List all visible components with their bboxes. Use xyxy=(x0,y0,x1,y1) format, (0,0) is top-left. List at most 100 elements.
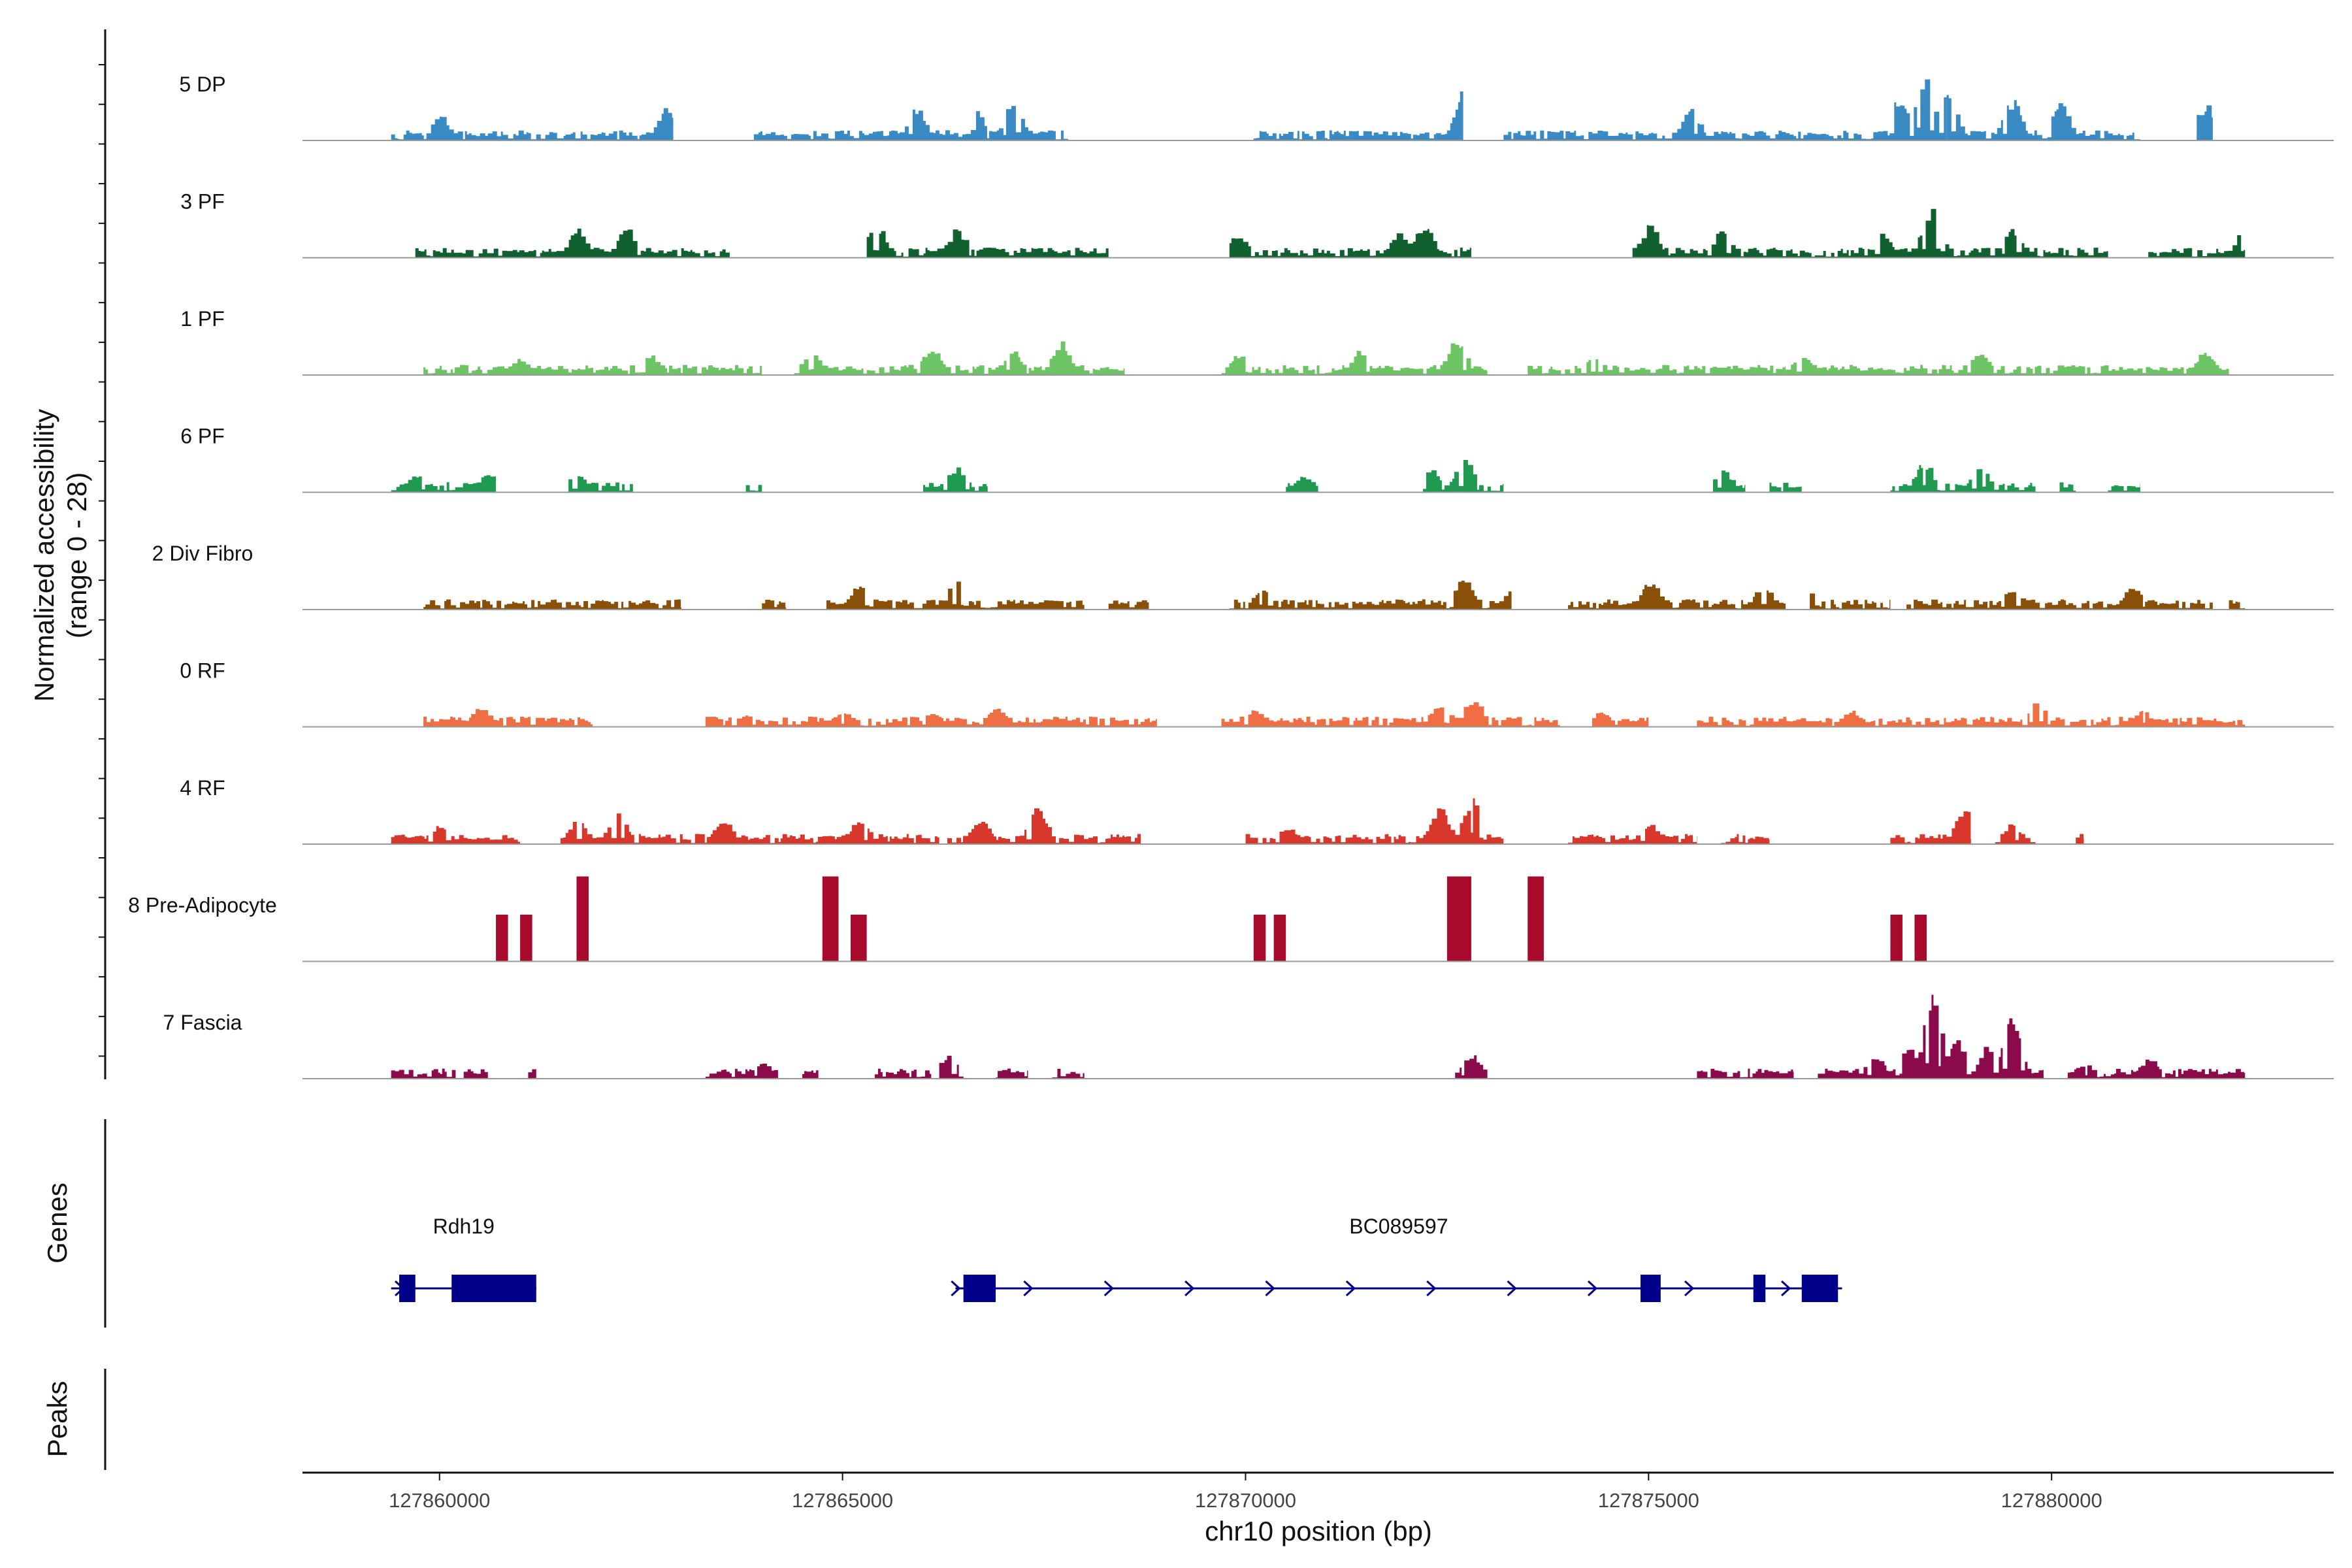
coverage-area xyxy=(1221,702,1560,727)
strand-arrow xyxy=(1587,1280,1598,1297)
coverage-area xyxy=(423,709,593,727)
coverage-area xyxy=(560,813,939,844)
x-axis-title: chr10 position (bp) xyxy=(1205,1516,1432,1546)
track-label: 2 Div Fibro xyxy=(152,542,253,565)
coverage-tracks: 5 DP 3 PF 1 PF 6 PF 2 Div Fibro 0 RF 4 RF 8 Pre… xyxy=(128,73,2334,1079)
coverage-area xyxy=(1890,465,2036,493)
coverage-area xyxy=(391,108,674,140)
coverage-area xyxy=(2067,1059,2246,1079)
coverage-block xyxy=(1273,915,1286,962)
x-tick: 127870000 xyxy=(1195,1473,1296,1512)
coverage-area xyxy=(423,599,681,610)
x-tick-label: 127875000 xyxy=(1598,1489,1699,1512)
coverage-area xyxy=(923,467,988,493)
coverage-y-ticks xyxy=(99,64,105,1057)
coverage-area xyxy=(1253,91,1463,140)
strand-arrow xyxy=(1184,1280,1195,1297)
coverage-block xyxy=(496,915,508,962)
coverage-area xyxy=(1713,470,1746,493)
coverage-area xyxy=(1503,79,1947,140)
coverage-area xyxy=(2108,483,2140,493)
x-tick-label: 127860000 xyxy=(389,1489,490,1512)
track-label: 6 PF xyxy=(180,425,225,448)
coverage-area xyxy=(753,106,1068,140)
coverage-area xyxy=(2229,600,2246,610)
strand-arrow xyxy=(1023,1280,1034,1297)
coverage-area xyxy=(1721,834,1770,844)
coverage-area xyxy=(1938,353,2229,375)
coverage-area xyxy=(866,229,1109,258)
coverage-area xyxy=(705,1064,778,1079)
y-axis-title-line1: Normalized accessibility xyxy=(29,409,59,702)
coverage-area xyxy=(1568,825,1697,844)
coverage-area xyxy=(1818,994,2044,1079)
coverage-area xyxy=(568,476,633,493)
coverage-area xyxy=(1592,712,1649,727)
coverage-area xyxy=(1632,225,1915,258)
coverage-area xyxy=(391,475,497,493)
coverage-block xyxy=(850,915,867,962)
track-label: 3 PF xyxy=(180,190,225,214)
coverage-area xyxy=(1697,703,2246,727)
coverage-area xyxy=(528,1069,536,1079)
coverage-area xyxy=(391,1068,456,1079)
x-tick: 127875000 xyxy=(1598,1473,1699,1512)
strand-arrow xyxy=(951,1280,961,1297)
gene-label: BC089597 xyxy=(1349,1215,1448,1238)
strand-arrow xyxy=(1103,1280,1114,1297)
coverage-area xyxy=(874,1068,932,1079)
coverage-area xyxy=(1786,358,1939,375)
coverage-area xyxy=(1890,811,1971,844)
coverage-area xyxy=(2059,482,2076,493)
coverage-area xyxy=(415,228,730,258)
x-tick-label: 127865000 xyxy=(792,1489,893,1512)
track-6: 0 RF xyxy=(180,659,2334,728)
coverage-area xyxy=(745,485,762,493)
coverage-area xyxy=(1946,95,2140,140)
track-2: 3 PF xyxy=(180,190,2334,259)
genes-panel-label: Genes xyxy=(42,1183,73,1264)
coverage-area xyxy=(762,600,787,610)
track-5: 2 Div Fibro xyxy=(152,542,2334,610)
x-tick-label: 127880000 xyxy=(2001,1489,2102,1512)
y-axis-title-line2: (range 0 - 28) xyxy=(61,472,92,638)
coverage-area xyxy=(1527,359,1786,375)
coverage-area xyxy=(2197,105,2213,140)
coverage-area xyxy=(1810,593,1891,610)
track-3: 1 PF xyxy=(180,307,2334,376)
track-label: 0 RF xyxy=(180,659,225,683)
gene-annotations: Rdh19 BC089597 xyxy=(391,1215,1842,1302)
track-label: 1 PF xyxy=(180,307,225,331)
track-label: 4 RF xyxy=(180,776,225,800)
x-tick: 127865000 xyxy=(792,1473,893,1512)
coverage-area xyxy=(1108,600,1149,610)
track-label: 8 Pre-Adipocyte xyxy=(128,894,277,917)
coverage-block xyxy=(1914,915,1927,962)
track-7: 4 RF xyxy=(180,776,2334,845)
track-8: 8 Pre-Adipocyte xyxy=(128,876,2334,962)
coverage-area xyxy=(1229,229,1471,258)
coverage-area xyxy=(463,1069,488,1079)
coverage-area xyxy=(794,341,1125,375)
gene-label: Rdh19 xyxy=(433,1215,495,1238)
strand-arrow xyxy=(1684,1280,1695,1297)
coverage-area xyxy=(1906,589,2213,610)
coverage-area xyxy=(1769,482,1802,493)
strand-arrow xyxy=(1265,1280,1275,1297)
coverage-block xyxy=(576,876,589,962)
gene-exon xyxy=(1801,1275,1838,1302)
coverage-block xyxy=(822,876,839,962)
coverage-area xyxy=(705,708,1157,727)
coverage-area xyxy=(423,355,762,375)
gene-exon xyxy=(1640,1275,1661,1302)
strand-arrow xyxy=(1345,1280,1356,1297)
track-label: 7 Fascia xyxy=(163,1011,242,1034)
coverage-area xyxy=(1697,1068,1794,1079)
gene-exon xyxy=(1753,1275,1766,1302)
gene-exon xyxy=(963,1275,996,1302)
coverage-block xyxy=(1527,876,1544,962)
track-4: 6 PF xyxy=(180,425,2334,493)
coverage-area xyxy=(1245,798,1504,844)
coverage-block xyxy=(520,915,532,962)
